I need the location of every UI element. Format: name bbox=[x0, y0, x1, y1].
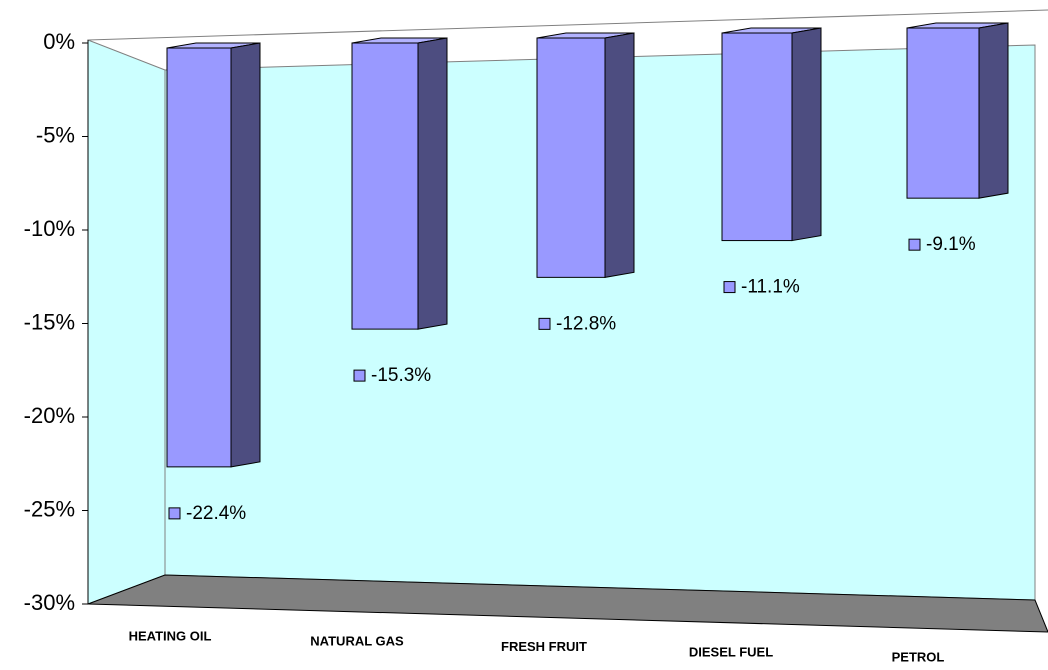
label-key bbox=[723, 281, 736, 294]
x-tick-label: FRESH FRUIT bbox=[501, 639, 587, 654]
x-tick-label: NATURAL GAS bbox=[310, 634, 404, 649]
x-tick-label: PETROL bbox=[892, 650, 945, 665]
bar-side bbox=[978, 22, 1009, 199]
bar-side bbox=[791, 27, 822, 242]
value-label: -22.4% bbox=[186, 503, 246, 524]
y-tick-label: -5% bbox=[36, 122, 75, 147]
x-tick-label: DIESEL FUEL bbox=[689, 644, 773, 659]
bar-side bbox=[604, 32, 635, 278]
bar-side bbox=[230, 42, 261, 468]
bar bbox=[906, 27, 980, 199]
y-tick-label: -20% bbox=[24, 403, 75, 428]
y-tick-label: -15% bbox=[24, 309, 75, 334]
value-label: -12.8% bbox=[556, 313, 616, 334]
y-tick-label: 0% bbox=[43, 29, 75, 54]
side-wall bbox=[87, 39, 166, 605]
value-label: -15.3% bbox=[371, 365, 431, 386]
bar bbox=[721, 32, 793, 242]
bar bbox=[536, 37, 606, 278]
x-tick-label: HEATING OIL bbox=[129, 628, 212, 643]
label-key bbox=[538, 317, 551, 330]
bar-side bbox=[417, 37, 448, 330]
value-label: -11.1% bbox=[741, 277, 800, 298]
top-edge bbox=[87, 9, 1048, 41]
label-key bbox=[908, 238, 921, 251]
y-tick-label: -25% bbox=[24, 496, 75, 521]
label-key bbox=[168, 507, 181, 520]
bar bbox=[166, 47, 232, 468]
label-key bbox=[353, 369, 366, 382]
y-tick-label: -10% bbox=[24, 216, 75, 241]
y-tick-label: -30% bbox=[24, 590, 75, 615]
bar bbox=[351, 42, 419, 330]
value-label: -9.1% bbox=[926, 234, 976, 255]
floor bbox=[87, 574, 1048, 633]
